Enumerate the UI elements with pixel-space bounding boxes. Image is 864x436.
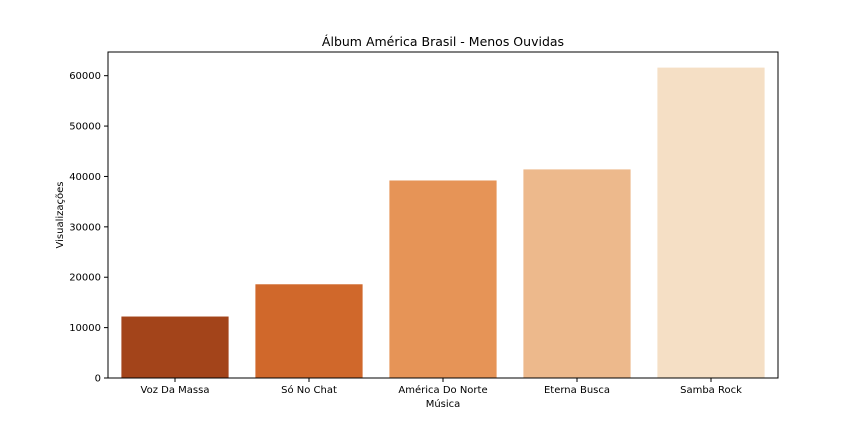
y-axis: 0 10000 20000 30000 40000 50000 60000 [69, 71, 108, 385]
chart-title: Álbum América Brasil - Menos Ouvidas [322, 34, 564, 49]
x-tick-label: Voz Da Massa [141, 385, 210, 396]
x-axis-label: Música [426, 398, 461, 410]
y-tick-label: 50000 [69, 122, 101, 133]
x-tick-label: Eterna Busca [544, 385, 610, 396]
x-tick-label: América Do Norte [398, 384, 487, 396]
bar [121, 316, 229, 378]
x-tick-label: Só No Chat [281, 384, 337, 396]
y-tick-label: 0 [95, 374, 101, 385]
y-tick-label: 20000 [69, 273, 101, 284]
bar [523, 169, 631, 378]
plot-frame [107, 51, 779, 379]
x-tick-label: Samba Rock [680, 385, 742, 396]
y-tick-label: 10000 [69, 323, 101, 334]
y-axis-label: Visualizações [55, 182, 66, 249]
y-tick-label: 60000 [69, 71, 101, 82]
bar [657, 67, 765, 378]
bar [255, 284, 363, 378]
bar [389, 180, 497, 378]
y-tick-label: 30000 [69, 222, 101, 233]
bars-group [121, 67, 765, 378]
x-axis: Voz Da Massa Só No Chat América Do Norte Et… [141, 378, 742, 396]
y-tick-label: 40000 [69, 172, 101, 183]
